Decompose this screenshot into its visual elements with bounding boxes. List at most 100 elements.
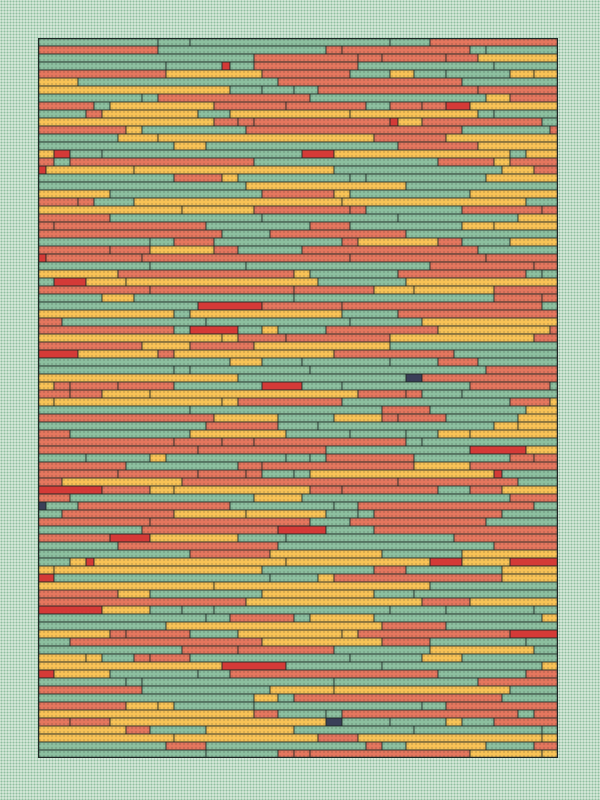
stipple-texture bbox=[542, 662, 558, 670]
stripe-segment-red bbox=[38, 349, 79, 359]
stipple-texture bbox=[438, 670, 526, 678]
stipple-texture bbox=[238, 534, 286, 542]
stipple-texture bbox=[38, 454, 86, 462]
stripe-segment-red bbox=[38, 573, 55, 583]
stipple-texture bbox=[38, 342, 142, 350]
stipple-texture bbox=[238, 118, 254, 126]
stipple-texture bbox=[510, 494, 558, 502]
stipple-texture bbox=[190, 38, 390, 46]
stipple-texture bbox=[254, 694, 278, 702]
stipple-texture bbox=[238, 174, 350, 182]
stipple-texture bbox=[86, 454, 150, 462]
stipple-texture bbox=[254, 158, 438, 166]
stipple-texture bbox=[38, 662, 222, 670]
stipple-texture bbox=[78, 78, 278, 86]
stipple-texture bbox=[342, 310, 398, 318]
stipple-texture bbox=[438, 430, 470, 438]
stripe-segment-navy bbox=[405, 373, 423, 383]
stipple-texture bbox=[142, 342, 190, 350]
stipple-texture bbox=[246, 182, 406, 190]
stipple-texture bbox=[430, 638, 526, 646]
stipple-texture bbox=[542, 726, 558, 734]
stipple-texture bbox=[222, 438, 254, 446]
stripe-segment-red bbox=[445, 101, 471, 111]
stipple-texture bbox=[342, 198, 526, 206]
stipple-texture bbox=[214, 238, 342, 246]
stipple-texture bbox=[254, 438, 406, 446]
stipple-texture bbox=[254, 494, 302, 502]
stipple-texture bbox=[462, 390, 558, 398]
stipple-texture bbox=[382, 406, 430, 414]
stipple-texture bbox=[238, 462, 262, 470]
stipple-texture bbox=[262, 214, 398, 222]
stipple-texture bbox=[390, 334, 534, 342]
stipple-texture bbox=[446, 622, 558, 630]
stipple-texture bbox=[110, 630, 126, 638]
stipple-texture bbox=[430, 646, 534, 654]
stipple-texture bbox=[286, 662, 382, 670]
stipple-texture bbox=[38, 702, 126, 710]
stipple-texture bbox=[406, 278, 558, 286]
stipple-texture bbox=[318, 278, 406, 286]
stripe-segment-red bbox=[301, 149, 335, 159]
stipple-texture bbox=[38, 278, 54, 286]
stipple-texture bbox=[174, 734, 318, 742]
stipple-texture bbox=[534, 70, 558, 78]
stipple-texture bbox=[94, 558, 286, 566]
stipple-texture bbox=[342, 46, 470, 54]
stipple-texture bbox=[70, 150, 102, 158]
stipple-texture bbox=[38, 430, 70, 438]
stipple-texture bbox=[166, 742, 206, 750]
stipple-texture bbox=[326, 454, 414, 462]
stipple-texture bbox=[270, 686, 334, 694]
stripe-segment-red bbox=[197, 301, 263, 311]
stipple-texture bbox=[374, 286, 414, 294]
stipple-texture bbox=[326, 446, 470, 454]
stripe-segment-red bbox=[38, 605, 103, 615]
stipple-texture bbox=[326, 526, 374, 534]
stipple-texture bbox=[534, 262, 558, 270]
stipple-texture bbox=[142, 254, 350, 262]
stipple-texture bbox=[38, 438, 174, 446]
stipple-texture bbox=[230, 110, 350, 118]
stipple-texture bbox=[382, 622, 446, 630]
stipple-texture bbox=[326, 46, 342, 54]
stipple-texture bbox=[38, 654, 86, 662]
stipple-texture bbox=[38, 134, 118, 142]
stipple-texture bbox=[534, 710, 558, 718]
stipple-texture bbox=[38, 510, 62, 518]
stripe-segment-red bbox=[429, 557, 463, 567]
stipple-texture bbox=[262, 566, 374, 574]
stipple-texture bbox=[158, 46, 326, 54]
stipple-texture bbox=[118, 134, 158, 142]
stipple-texture bbox=[150, 286, 294, 294]
stipple-texture bbox=[478, 86, 558, 94]
stipple-texture bbox=[550, 382, 558, 390]
stipple-texture bbox=[38, 150, 54, 158]
stipple-texture bbox=[198, 470, 246, 478]
stipple-texture bbox=[358, 62, 494, 70]
stipple-texture bbox=[254, 54, 358, 62]
stipple-texture bbox=[246, 126, 462, 134]
stipple-texture bbox=[374, 590, 414, 598]
stipple-texture bbox=[398, 118, 422, 126]
stipple-texture bbox=[126, 630, 190, 638]
stipple-texture bbox=[214, 414, 278, 422]
stipple-texture bbox=[150, 518, 310, 526]
stipple-texture bbox=[174, 366, 190, 374]
stipple-texture bbox=[550, 398, 558, 406]
stipple-texture bbox=[502, 510, 558, 518]
stipple-texture bbox=[38, 54, 254, 62]
stipple-texture bbox=[302, 358, 390, 366]
stipple-texture bbox=[262, 70, 350, 78]
stipple-texture bbox=[38, 206, 182, 214]
stipple-texture bbox=[38, 246, 110, 254]
stipple-texture bbox=[542, 270, 558, 278]
stipple-texture bbox=[478, 246, 558, 254]
stipple-texture bbox=[190, 654, 350, 662]
stipple-texture bbox=[38, 374, 238, 382]
stipple-texture bbox=[350, 190, 470, 198]
stipple-texture bbox=[110, 102, 214, 110]
stipple-texture bbox=[230, 358, 262, 366]
stripe-segment-red bbox=[53, 149, 71, 159]
